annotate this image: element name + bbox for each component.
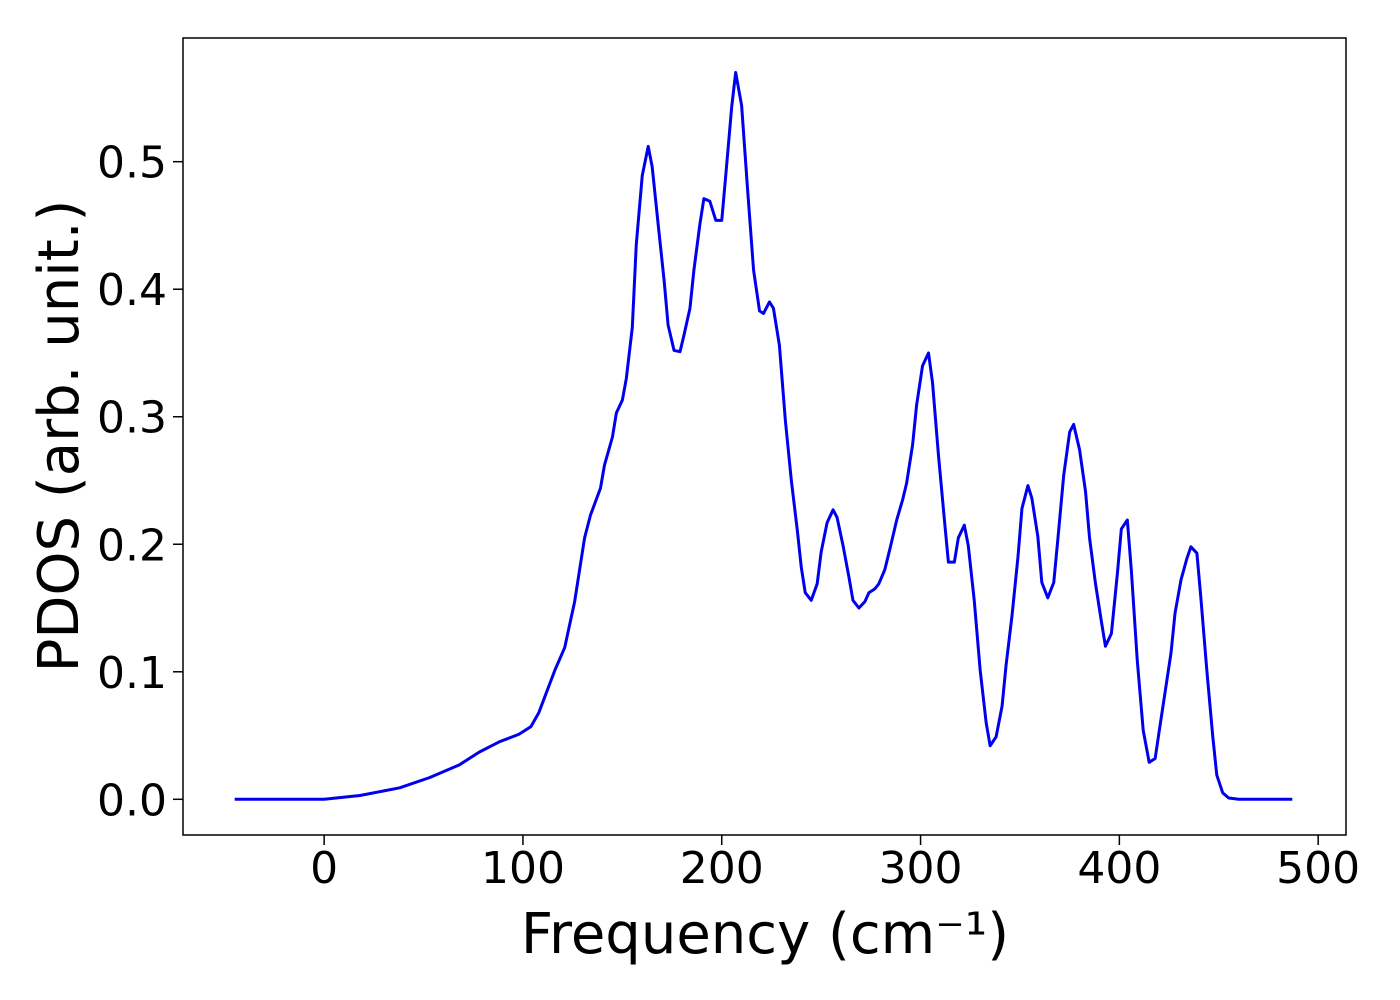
- y-tick-label: 0.3: [97, 393, 167, 444]
- y-tick-label: 0.5: [97, 138, 167, 189]
- plot-frame: [182, 37, 1347, 836]
- y-axis-label: PDOS (arb. unit.): [27, 200, 92, 673]
- x-tick-label: 300: [879, 843, 963, 894]
- y-tick-label: 0.4: [97, 265, 167, 316]
- y-tick-label: 0.2: [97, 520, 167, 571]
- x-tick-label: 500: [1276, 843, 1360, 894]
- y-tick-label: 0.1: [97, 648, 167, 699]
- data-line: [234, 70, 1293, 801]
- x-tick-label: 400: [1077, 843, 1161, 894]
- x-tick-label: 200: [680, 843, 764, 894]
- x-tick-label: 0: [310, 843, 338, 894]
- y-tick-label: 0.0: [97, 775, 167, 826]
- x-tick-label: 100: [481, 843, 565, 894]
- x-axis-label: Frequency (cm⁻¹): [521, 902, 1009, 967]
